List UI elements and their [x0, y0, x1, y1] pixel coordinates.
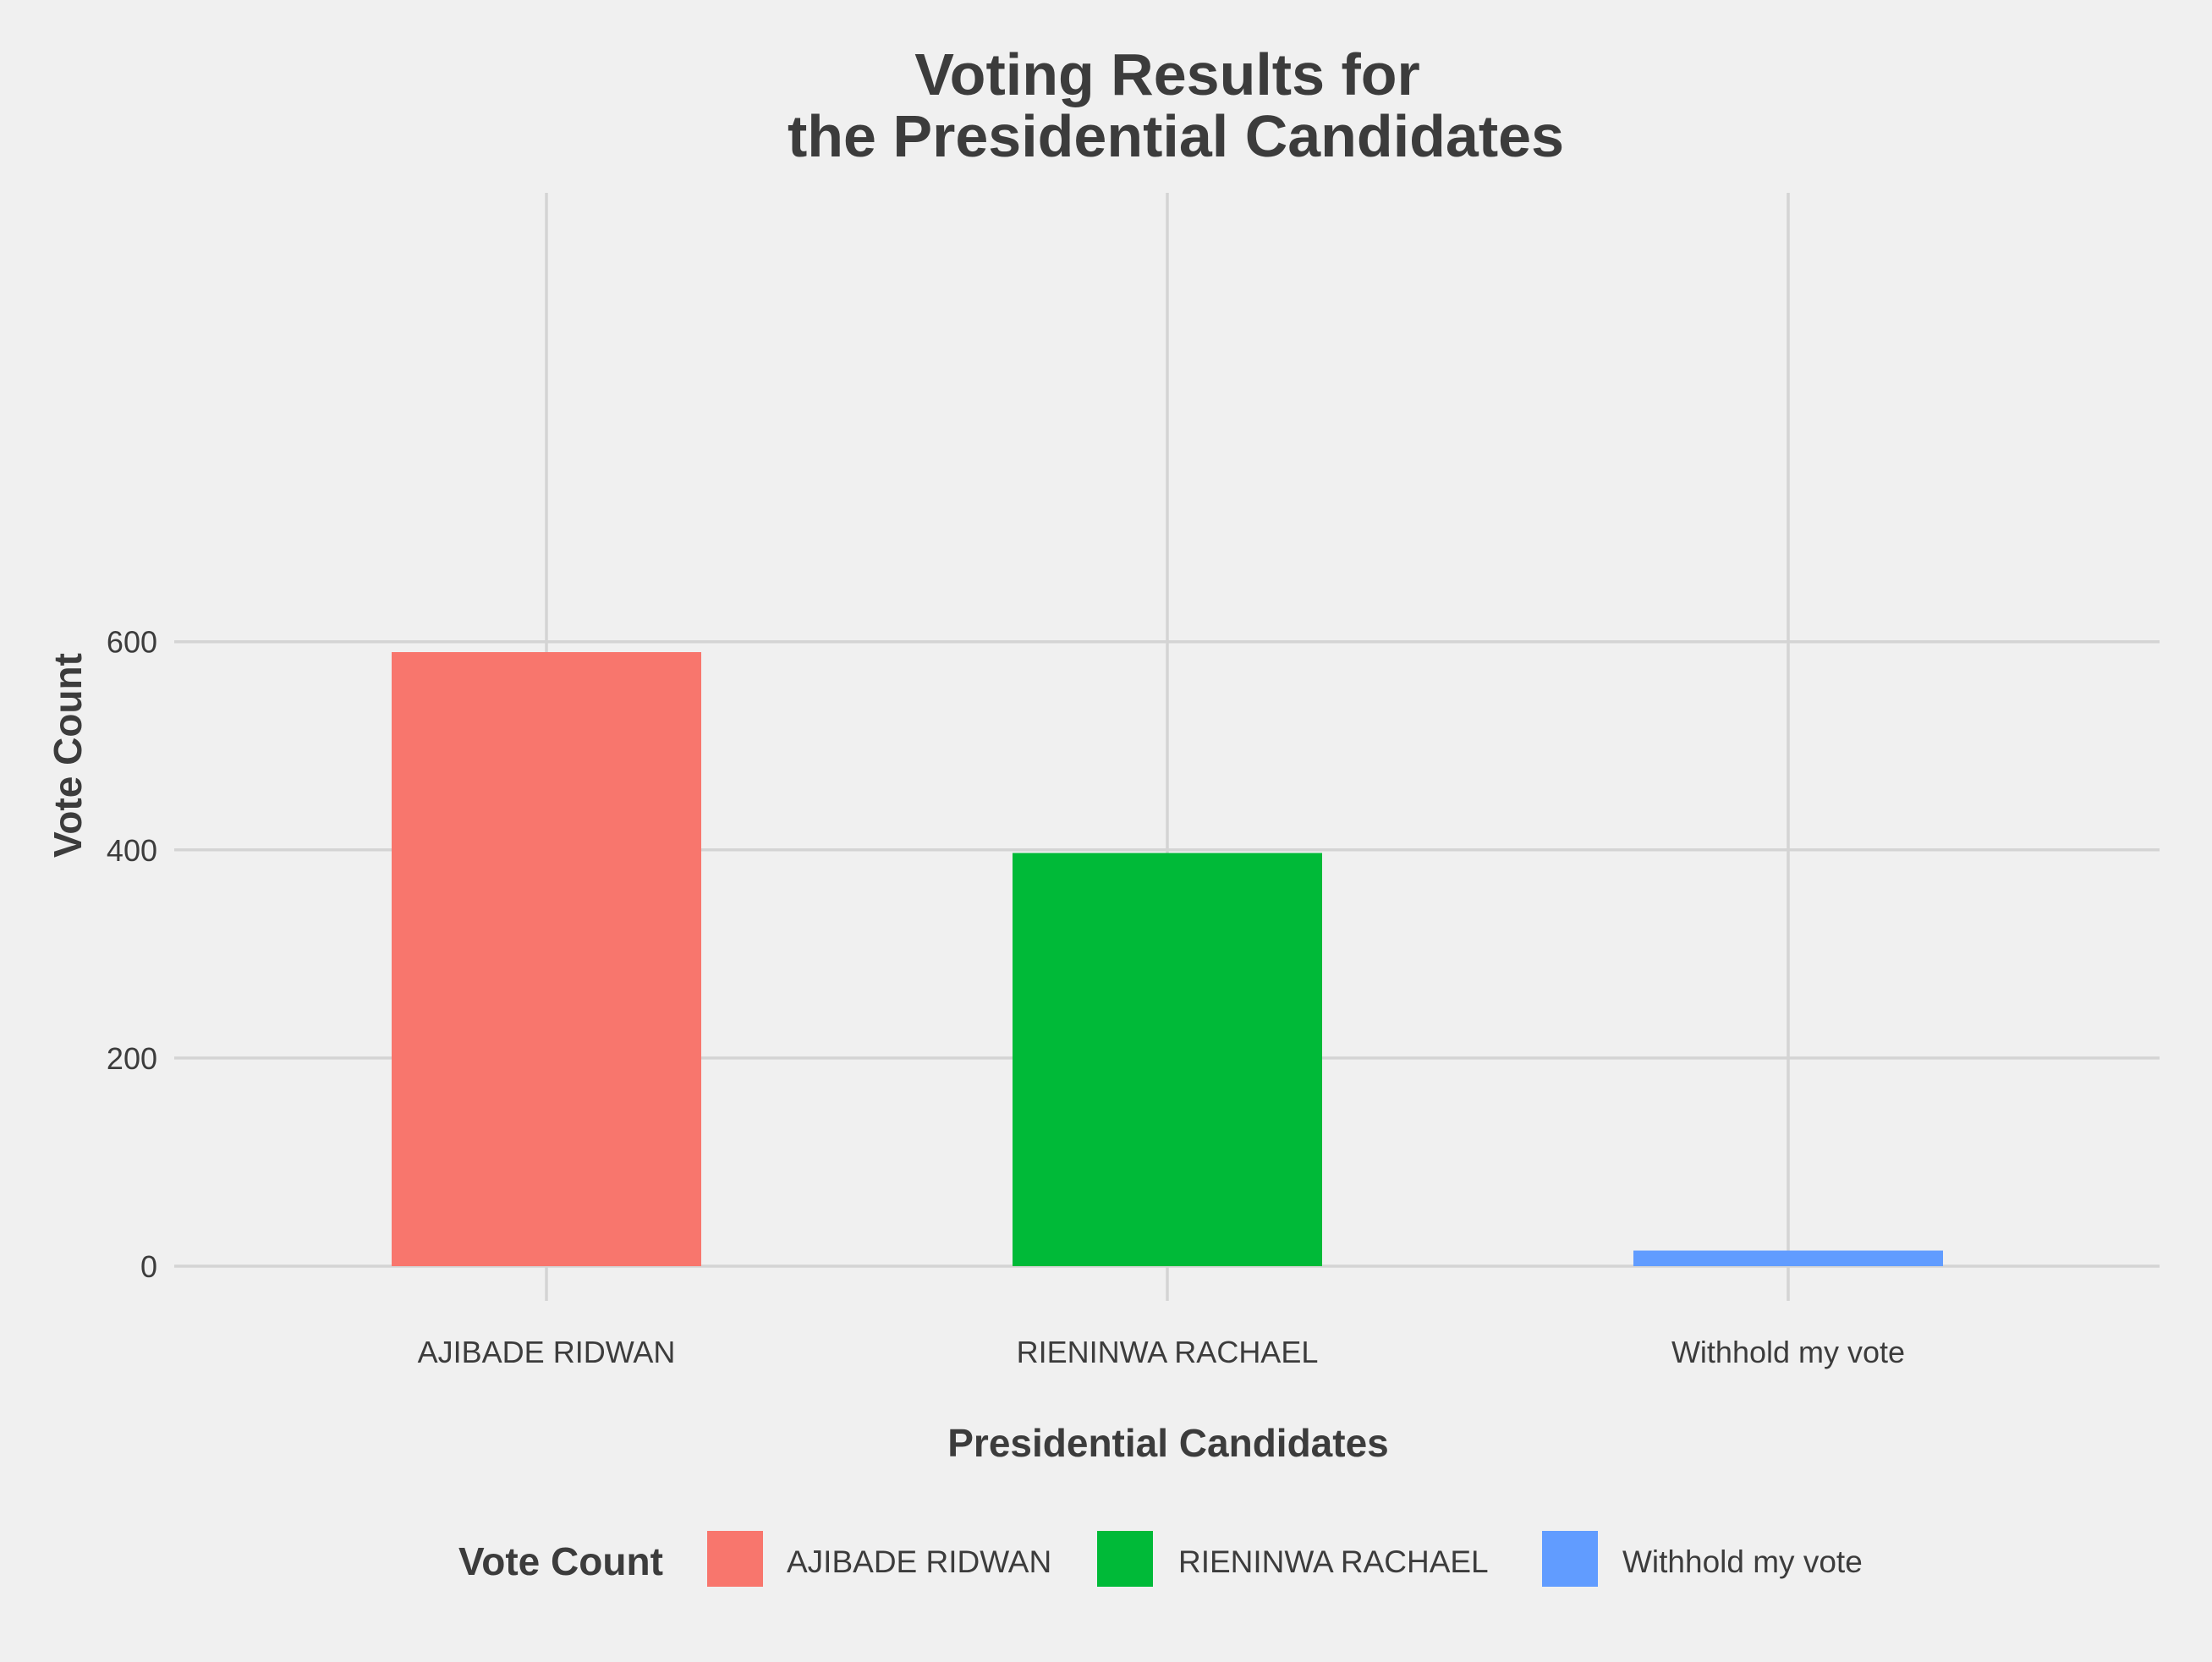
legend-label: AJIBADE RIDWAN [787, 1544, 1051, 1579]
legend-title: Vote Count [458, 1539, 663, 1583]
legend-label: Withhold my vote [1622, 1544, 1863, 1579]
chart-title-line-1: Voting Results for [914, 41, 1420, 107]
bars [392, 652, 1943, 1266]
legend: Vote Count AJIBADE RIDWAN RIENINWA RACHAE… [458, 1531, 1863, 1587]
y-tick-label: 600 [107, 625, 157, 660]
x-tick-label: AJIBADE RIDWAN [418, 1335, 676, 1369]
y-axis-title: Vote Count [46, 653, 90, 858]
chart-title-line-2: the Presidential Candidates [788, 103, 1564, 169]
y-axis-ticks: 0 200 400 600 [107, 625, 157, 1284]
y-tick-label: 0 [140, 1249, 157, 1284]
x-axis-ticks: AJIBADE RIDWAN RIENINWA RACHAEL Withhold m… [418, 1335, 1905, 1369]
legend-label: RIENINWA RACHAEL [1178, 1544, 1489, 1579]
legend-key [707, 1531, 763, 1587]
x-tick-label: RIENINWA RACHAEL [1017, 1335, 1319, 1369]
y-tick-label: 400 [107, 833, 157, 868]
x-axis-title: Presidential Candidates [947, 1421, 1389, 1465]
x-tick-label: Withhold my vote [1671, 1335, 1905, 1369]
y-tick-label: 200 [107, 1041, 157, 1076]
chart-title: Voting Results for the Presidential Cand… [788, 41, 1564, 169]
bar-withhold-my-vote [1633, 1250, 1943, 1266]
bar-rieninwa-rachael [1013, 853, 1322, 1266]
legend-key [1097, 1531, 1153, 1587]
bar-ajibade-ridwan [392, 652, 701, 1266]
legend-key [1542, 1531, 1598, 1587]
